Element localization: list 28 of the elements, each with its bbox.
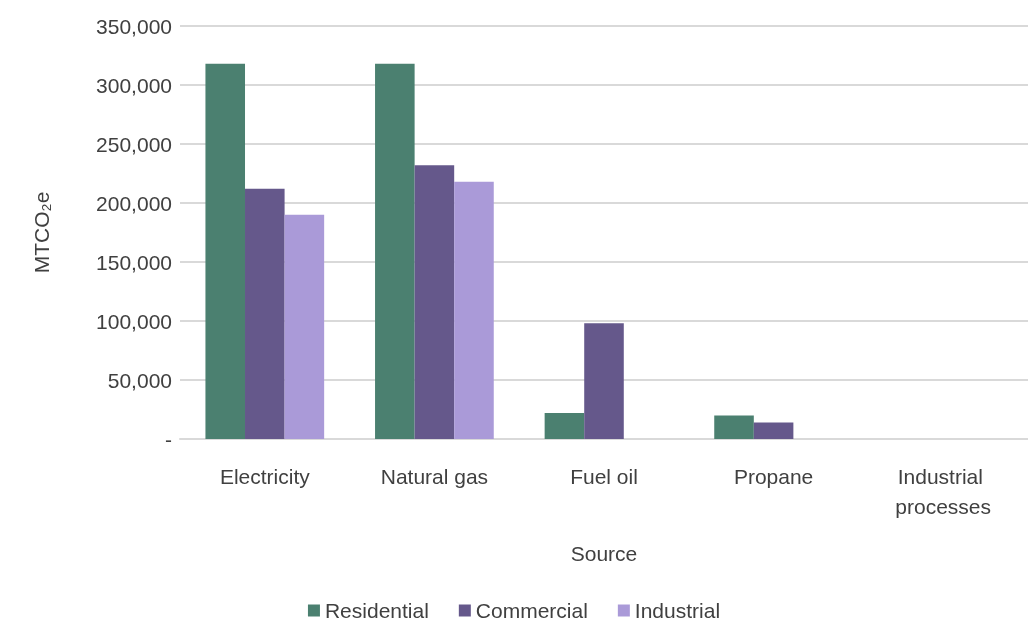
legend-label: Commercial xyxy=(475,599,588,622)
y-tick-label: 100,000 xyxy=(96,309,172,333)
x-tick-label: Propane xyxy=(733,464,814,488)
y-tick-label: - xyxy=(165,427,172,451)
x-axis-title: Source xyxy=(570,542,638,565)
x-tick-label: Natural gas xyxy=(380,464,489,488)
bar xyxy=(714,415,754,439)
x-tick-label: Fuel oil xyxy=(570,464,638,488)
y-tick-label: 350,000 xyxy=(96,14,172,38)
y-tick-label: 300,000 xyxy=(96,73,172,97)
bar xyxy=(544,413,585,439)
bar xyxy=(414,165,455,439)
bar xyxy=(753,422,794,439)
bar xyxy=(245,188,285,439)
x-tick-label: Industrial processes xyxy=(895,464,992,518)
y-tick-label: 150,000 xyxy=(96,250,172,274)
y-tick-label: 200,000 xyxy=(96,191,172,215)
bar xyxy=(584,323,624,439)
x-tick-label: Electricity xyxy=(219,464,311,488)
bar xyxy=(375,63,415,439)
y-axis-title: MTCO₂e xyxy=(30,191,53,274)
legend-label: Industrial xyxy=(634,599,721,622)
y-tick-label: 50,000 xyxy=(107,368,172,392)
bar xyxy=(284,214,325,439)
bar xyxy=(454,181,494,439)
legend-label: Residential xyxy=(324,599,429,622)
bar xyxy=(205,63,246,439)
y-tick-label: 250,000 xyxy=(96,132,172,156)
